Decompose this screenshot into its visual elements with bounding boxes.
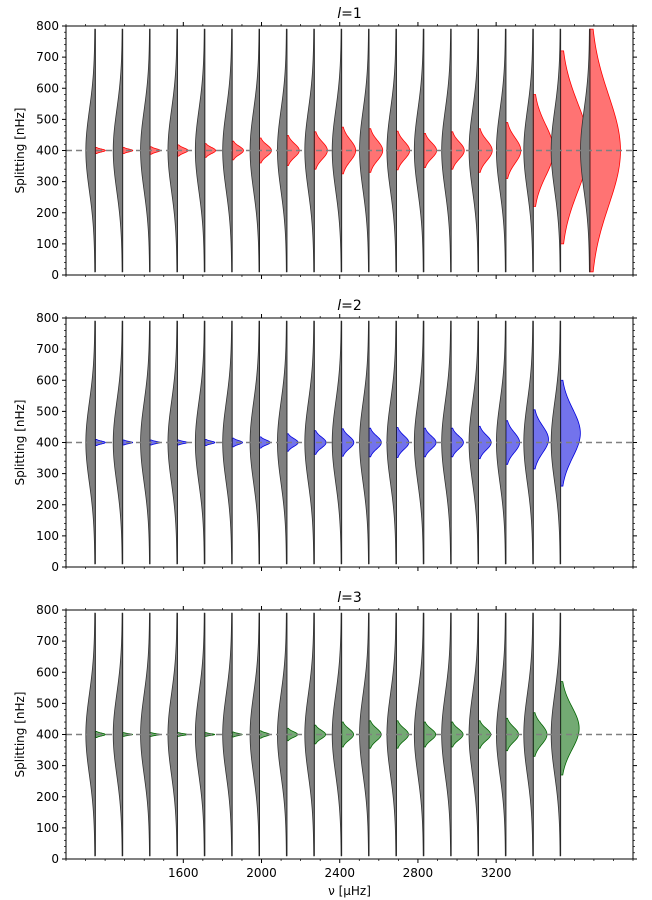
prior-violin [468,612,479,857]
y-tick-label: 600 [36,373,59,387]
panel-title: l=3 [337,590,362,606]
prior-violin [277,612,288,857]
posterior-violin [560,681,580,776]
prior-violin [468,320,479,565]
panel-l2: l=2 0 100 200 300 400 500 600 700 800 Splitting [n… [13,298,637,574]
y-tick-label: 800 [36,603,59,617]
violin-group [85,28,621,273]
prior-violin [249,28,260,273]
y-axis: 0 100 200 300 400 500 600 700 800 [36,19,637,282]
prior-violin [550,612,562,857]
x-tick-label: 2000 [246,866,277,880]
title-letter: l [337,590,341,606]
title-letter: l [337,6,341,22]
y-tick-label: 0 [51,268,59,282]
prior-violin [167,612,178,857]
y-tick-label: 700 [36,50,59,64]
y-tick-label: 500 [36,404,59,418]
x-tick-label: 2400 [324,866,355,880]
prior-violin [359,612,370,857]
x-axis: 1600 2000 2400 2800 3200 [65,606,634,880]
x-tick-label: 3200 [481,866,512,880]
x-axis [65,22,634,279]
y-tick-label: 800 [36,311,59,325]
y-axis: 0 100 200 300 400 500 600 700 800 [36,311,637,574]
y-axis-label: Splitting [nHz] [13,692,27,778]
y-tick-label: 100 [36,529,59,543]
prior-violin [249,320,260,565]
y-tick-label: 200 [36,206,59,220]
prior-violin [580,28,591,273]
x-tick-label: 1600 [168,866,199,880]
posterior-violin [368,128,384,173]
y-tick-label: 600 [36,665,59,679]
x-tick-label: 2800 [403,866,434,880]
title-rest: =3 [341,590,362,606]
prior-violin [167,320,178,565]
prior-violin [550,320,562,565]
y-tick-label: 600 [36,81,59,95]
posterior-violin [532,409,549,470]
y-tick-label: 200 [36,790,59,804]
panel-title: l=2 [337,298,362,314]
posterior-violin [560,379,581,487]
prior-violin [359,28,370,273]
y-tick-label: 300 [36,759,59,773]
prior-violin [277,320,288,565]
y-tick-label: 700 [36,342,59,356]
y-tick-label: 700 [36,634,59,648]
y-tick-label: 200 [36,498,59,512]
title-letter: l [337,298,341,314]
y-axis: 0 100 200 300 400 500 600 700 800 [36,603,637,866]
prior-violin [167,28,178,273]
panel-l3: l=3 0 100 200 300 400 500 600 700 800 Splitting [n… [13,590,637,898]
y-tick-label: 800 [36,19,59,33]
panel-l1: l=1 0 100 200 300 400 500 600 700 800 Splitting [n… [13,6,637,282]
prior-violin [359,320,370,565]
y-tick-label: 100 [36,821,59,835]
prior-violin [550,28,562,273]
y-axis-label: Splitting [nHz] [13,108,27,194]
title-rest: =2 [341,298,362,314]
x-axis-label: ν [μHz] [328,884,371,898]
prior-violin [140,28,151,273]
posterior-violin [478,128,493,173]
y-axis-label: Splitting [nHz] [13,400,27,486]
y-tick-label: 0 [51,560,59,574]
prior-violin [468,28,479,273]
y-tick-label: 100 [36,237,59,251]
prior-violin [277,28,288,273]
y-tick-label: 500 [36,112,59,126]
y-tick-label: 400 [36,436,59,450]
panel-title: l=1 [337,6,362,22]
y-tick-label: 400 [36,728,59,742]
y-tick-label: 400 [36,144,59,158]
y-tick-label: 0 [51,852,59,866]
x-axis [65,314,634,571]
y-tick-label: 500 [36,696,59,710]
posterior-violin [589,28,621,273]
prior-violin [249,612,260,857]
prior-violin [140,320,151,565]
title-rest: =1 [341,6,362,22]
y-tick-label: 300 [36,175,59,189]
prior-violin [140,612,151,857]
y-tick-label: 300 [36,467,59,481]
